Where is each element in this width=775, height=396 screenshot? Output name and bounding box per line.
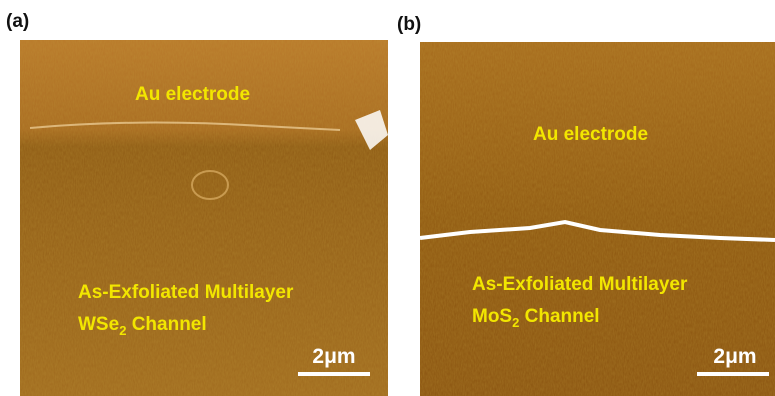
figure: Au electrode As-Exfoliated Multilayer WS… — [0, 0, 775, 396]
text: Au electrode — [135, 84, 250, 105]
text: (a) — [6, 11, 29, 32]
text: WSe — [78, 314, 119, 335]
scale-bar — [697, 372, 769, 376]
text: (b) — [397, 14, 421, 35]
channel-label: As-Exfoliated Multilayer — [472, 274, 688, 295]
channel-label: As-Exfoliated Multilayer — [78, 282, 294, 303]
subscript: 2 — [512, 315, 519, 330]
electrode-label: Au electrode — [533, 124, 648, 145]
text: Channel — [519, 306, 599, 327]
text: As-Exfoliated Multilayer — [78, 282, 294, 303]
scale-bar — [298, 372, 370, 376]
afm-texture — [420, 42, 775, 396]
subscript: 2 — [119, 323, 126, 338]
panel-label: (b) — [397, 14, 421, 35]
text: MoS — [472, 306, 512, 327]
panel-b: Au electrode As-Exfoliated Multilayer Mo… — [420, 42, 775, 396]
text: As-Exfoliated Multilayer — [472, 274, 688, 295]
text: Channel — [126, 314, 206, 335]
text: 2μm — [713, 345, 756, 368]
scale-bar-label: 2μm — [312, 345, 355, 368]
channel-label: MoS2 Channel — [472, 306, 600, 330]
panel-label: (a) — [6, 11, 29, 32]
channel-label: WSe2 Channel — [78, 314, 207, 338]
electrode-label: Au electrode — [135, 84, 250, 105]
text: 2μm — [312, 345, 355, 368]
text: Au electrode — [533, 124, 648, 145]
scale-bar-label: 2μm — [713, 345, 756, 368]
panel-a: Au electrode As-Exfoliated Multilayer WS… — [20, 40, 388, 396]
